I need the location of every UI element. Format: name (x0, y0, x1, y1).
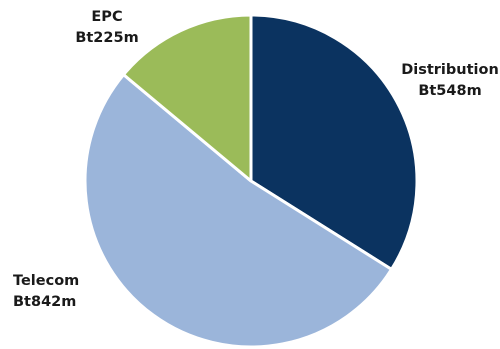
slice-label-epc: EPC (91, 9, 122, 25)
slice-value-distribution: Bt548m (418, 83, 481, 99)
slice-value-epc: Bt225m (75, 30, 138, 46)
pie-slices (83, 13, 419, 349)
pie-slice-epc (122, 13, 253, 183)
slice-label-distribution: Distribution (401, 62, 499, 78)
slice-value-telecom: Bt842m (13, 294, 76, 310)
slice-label-telecom: Telecom (13, 273, 79, 289)
pie-slice-telecom (83, 73, 394, 349)
